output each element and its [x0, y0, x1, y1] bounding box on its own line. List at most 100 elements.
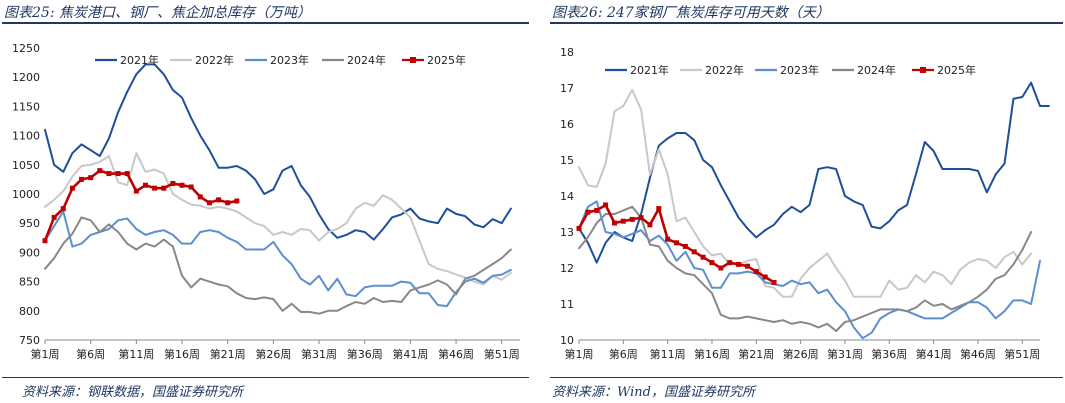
y-tick-label: 18: [560, 46, 574, 59]
data-point-2025: [60, 206, 66, 212]
data-point-2025: [576, 225, 582, 231]
data-point-2025: [638, 215, 644, 221]
legend-label-2021: 2021年: [630, 63, 669, 77]
data-point-2025: [79, 176, 85, 182]
data-point-2025: [674, 240, 680, 246]
y-tick-label: 16: [560, 118, 574, 131]
data-point-2025: [42, 238, 48, 244]
data-point-2025: [682, 243, 688, 249]
x-tick-label: 第16周: [164, 347, 200, 361]
legend-label-2022: 2022年: [705, 63, 744, 77]
y-tick-label: 11: [560, 298, 574, 311]
chart-title-coke-inventory: 图表25: 焦炭港口、钢厂、焦企加总库存（万吨）: [4, 5, 311, 21]
data-point-2025: [771, 279, 777, 285]
data-point-2025: [709, 260, 715, 266]
title-underline-right: [550, 22, 1063, 24]
x-tick-label: 第21周: [738, 347, 774, 361]
data-point-2025: [691, 249, 697, 255]
data-point-2025: [665, 236, 671, 242]
y-tick-label: 1250: [12, 42, 40, 55]
data-point-2025: [197, 194, 203, 200]
data-point-2025: [188, 184, 194, 190]
y-tick-label: 14: [560, 190, 574, 203]
x-tick-label: 第6周: [76, 347, 105, 361]
y-tick-label: 1050: [12, 159, 40, 172]
x-tick-label: 第6周: [609, 347, 638, 361]
legend-label-2022: 2022年: [195, 53, 234, 67]
chart-title-coke-days: 图表26: 247家钢厂焦炭库存可用天数（天）: [552, 5, 830, 21]
title-underline-left: [2, 22, 529, 24]
source-note-left: 资料来源：钢联数据，国盛证券研究所: [22, 385, 244, 400]
data-point-2025: [69, 185, 75, 191]
data-point-2025: [216, 197, 222, 203]
source-rule-left: [2, 377, 529, 378]
legend-label-2023: 2023年: [780, 63, 819, 77]
legend-label-2021: 2021年: [120, 53, 159, 67]
x-tick-label: 第36周: [871, 347, 907, 361]
y-tick-label: 15: [560, 154, 574, 167]
data-point-2025: [161, 185, 167, 191]
series-line-2024: [44, 216, 512, 315]
x-tick-label: 第16周: [694, 347, 730, 361]
x-tick-label: 第21周: [210, 347, 246, 361]
y-tick-label: 950: [19, 217, 40, 230]
y-tick-label: 800: [19, 305, 40, 318]
data-point-2025: [744, 263, 750, 269]
data-point-2025: [106, 171, 112, 177]
x-tick-label: 第31周: [827, 347, 863, 361]
y-tick-label: 1000: [12, 188, 40, 201]
y-tick-label: 900: [19, 246, 40, 259]
data-point-2025: [133, 188, 139, 194]
data-point-2025: [225, 200, 231, 206]
x-tick-label: 第41周: [916, 347, 952, 361]
data-point-2025: [762, 274, 768, 280]
y-tick-label: 1150: [12, 100, 40, 113]
y-tick-label: 750: [19, 334, 40, 347]
data-point-2025: [629, 216, 635, 222]
data-point-2025: [727, 260, 733, 266]
data-point-2025: [585, 209, 591, 215]
x-tick-label: 第11周: [118, 347, 154, 361]
series-line-2023: [44, 210, 512, 308]
legend-label-2025: 2025年: [427, 53, 466, 67]
series-line-2021: [44, 63, 512, 241]
data-point-2025: [656, 206, 662, 212]
series-line-2023: [578, 200, 1041, 340]
data-point-2025: [97, 168, 103, 174]
y-tick-label: 12: [560, 262, 574, 275]
series-line-2024: [578, 205, 1033, 332]
x-tick-label: 第51周: [484, 347, 520, 361]
data-point-2025: [700, 254, 706, 260]
data-point-2025: [88, 175, 94, 181]
data-point-2025: [753, 269, 759, 275]
data-point-2025: [647, 222, 653, 228]
x-tick-label: 第31周: [301, 347, 337, 361]
x-tick-label: 第11周: [650, 347, 686, 361]
data-point-2025: [594, 207, 600, 213]
legend-label-2024: 2024年: [347, 53, 386, 67]
coke-inventory-line-chart: 750 800 850 900 950 1000 1050 1100 1150 1200 1250 第…: [12, 42, 520, 361]
data-point-2025: [736, 261, 742, 267]
data-point-2025: [234, 198, 240, 204]
legend-marker-2025: [410, 57, 416, 63]
y-tick-label: 850: [19, 276, 40, 289]
series-line-2022: [44, 152, 512, 286]
data-point-2025: [142, 182, 148, 188]
data-point-2025: [206, 200, 212, 206]
x-tick-label: 第51周: [1004, 347, 1040, 361]
legend-label-2025: 2025年: [937, 63, 976, 77]
x-tick-label: 第46周: [960, 347, 996, 361]
source-note-right: 资料来源：Wind，国盛证券研究所: [552, 385, 755, 400]
data-point-2025: [620, 218, 626, 224]
x-tick-label: 第41周: [392, 347, 428, 361]
y-tick-label: 13: [560, 226, 574, 239]
data-point-2025: [152, 185, 158, 191]
data-point-2025: [718, 265, 724, 271]
legend-label-2023: 2023年: [270, 53, 309, 67]
x-tick-label: 第26周: [783, 347, 819, 361]
data-point-2025: [115, 171, 121, 177]
coke-days-line-chart: 10 11 12 13 14 15 16 17 18 第1周 第6周 第11周 第16周 第21周 第26周…: [560, 46, 1050, 361]
source-rule-right: [550, 377, 1063, 378]
data-point-2025: [51, 214, 57, 220]
data-point-2025: [124, 171, 130, 177]
